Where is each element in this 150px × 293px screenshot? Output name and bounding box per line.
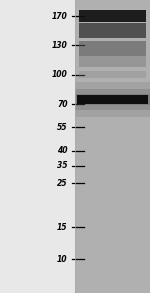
- Bar: [0, 0, 75, 293]
- Bar: [75, 0, 150, 293]
- Text: 25: 25: [57, 179, 68, 188]
- Text: 40: 40: [57, 146, 68, 155]
- Text: 15: 15: [57, 223, 68, 231]
- Text: 100: 100: [52, 70, 68, 79]
- Bar: [79, 10, 146, 22]
- Text: 170: 170: [52, 12, 68, 21]
- Bar: [79, 56, 146, 67]
- Text: 10: 10: [57, 255, 68, 264]
- Bar: [79, 71, 146, 78]
- Bar: [77, 95, 148, 104]
- Text: 130: 130: [52, 41, 68, 50]
- Bar: [75, 89, 150, 110]
- Bar: [79, 23, 146, 38]
- Bar: [75, 94, 150, 105]
- Bar: [79, 41, 146, 56]
- Bar: [75, 82, 150, 117]
- Text: 55: 55: [57, 123, 68, 132]
- Text: 35: 35: [57, 161, 68, 170]
- Text: 70: 70: [57, 100, 68, 108]
